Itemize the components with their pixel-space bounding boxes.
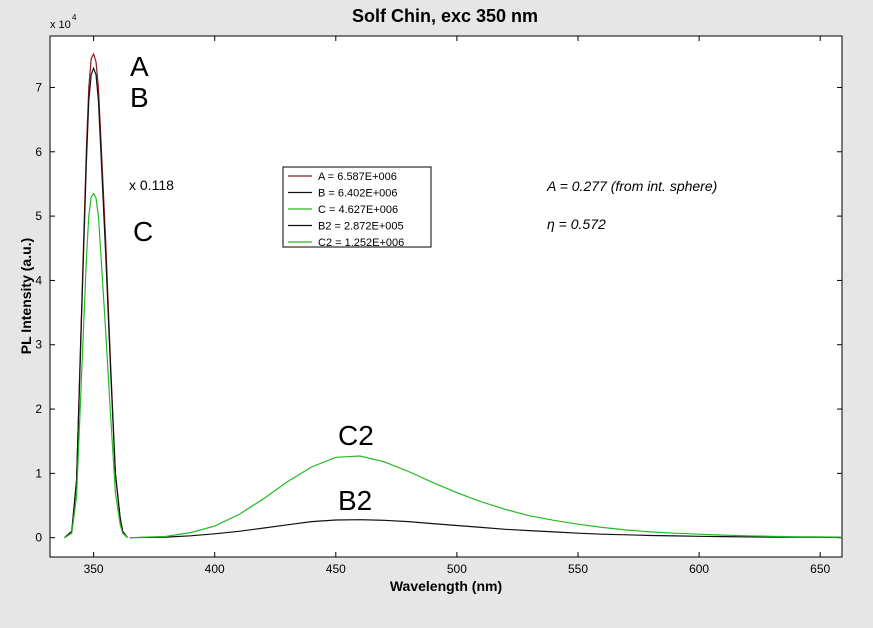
y-multiplier: x 10 4 bbox=[50, 13, 77, 31]
y-tick-label: 5 bbox=[35, 209, 42, 223]
series-line-3 bbox=[129, 519, 843, 539]
legend-entry: B = 6.402E+006 bbox=[318, 188, 398, 200]
x-tick-label: 500 bbox=[447, 562, 467, 576]
efficiency-note: η = 0.572 bbox=[547, 216, 606, 232]
x-tick-label: 350 bbox=[84, 562, 104, 576]
y-tick-label: 4 bbox=[35, 273, 42, 287]
series-line-2 bbox=[64, 192, 128, 539]
curve-label-c: C bbox=[133, 216, 153, 247]
legend-entry: C = 4.627E+006 bbox=[318, 204, 398, 216]
legend-entry: A = 6.587E+006 bbox=[318, 171, 397, 183]
legend-entry: C2 = 1.252E+006 bbox=[318, 237, 404, 249]
legend-entry: B2 = 2.872E+005 bbox=[318, 221, 404, 233]
eta-symbol: η bbox=[547, 216, 555, 232]
x-tick-label: 550 bbox=[568, 562, 588, 576]
y-axis-label: PL Intensity (a.u.) bbox=[18, 238, 34, 354]
series-layer bbox=[64, 52, 843, 539]
plot-area bbox=[49, 35, 843, 558]
x-tick-label: 600 bbox=[689, 562, 709, 576]
y-multiplier-base: x 10 bbox=[50, 19, 71, 31]
y-tick-label: 7 bbox=[35, 80, 42, 94]
series-line-1 bbox=[64, 66, 128, 539]
series-line-4 bbox=[129, 455, 843, 539]
y-ticks: 0 1 2 3 4 5 6 7 bbox=[35, 80, 842, 545]
legend-box bbox=[282, 166, 432, 248]
curve-label-a: A bbox=[130, 51, 149, 82]
absorption-note: A = 0.277 (from int. sphere) bbox=[546, 178, 717, 194]
y-tick-label: 1 bbox=[35, 466, 42, 480]
scale-note: x 0.118 bbox=[129, 177, 174, 193]
y-tick-label: 2 bbox=[35, 402, 42, 416]
x-tick-label: 400 bbox=[205, 562, 225, 576]
y-tick-label: 6 bbox=[35, 145, 42, 159]
curve-label-c2: C2 bbox=[338, 420, 374, 451]
x-tick-label: 650 bbox=[810, 562, 830, 576]
eta-value: = 0.572 bbox=[555, 216, 606, 232]
chart-title: Solf Chin, exc 350 nm bbox=[352, 6, 538, 26]
y-multiplier-exponent: 4 bbox=[72, 13, 77, 22]
curve-label-b2: B2 bbox=[338, 485, 372, 516]
legend: A = 6.587E+006 B = 6.402E+006 C = 4.627E+0… bbox=[282, 166, 432, 249]
curve-label-b: B bbox=[130, 82, 149, 113]
x-ticks: 350 400 450 500 550 600 650 bbox=[84, 36, 831, 576]
x-tick-label: 450 bbox=[326, 562, 346, 576]
x-axis-label: Wavelength (nm) bbox=[390, 578, 502, 594]
y-tick-label: 0 bbox=[35, 531, 42, 545]
y-tick-label: 3 bbox=[35, 338, 42, 352]
